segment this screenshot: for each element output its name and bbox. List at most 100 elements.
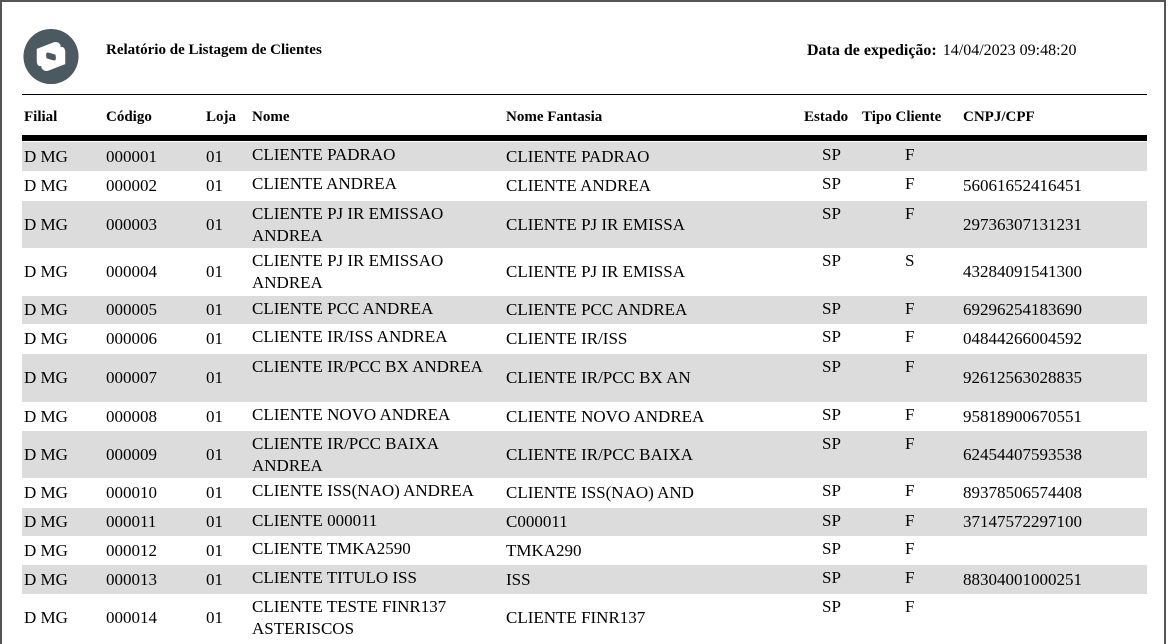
table-row: D MG 000011 01 CLIENTE 000011 C000011 SP F 3714… (22, 508, 1147, 536)
table-row: D MG 000002 01 CLIENTE ANDREA CLIENTE ANDREA… (22, 171, 1147, 201)
cell-estado: SP (822, 568, 841, 587)
cell-filial: D MG (24, 368, 68, 387)
table-row: D MG 000010 01 CLIENTE ISS(NAO) ANDREA CLIEN… (22, 478, 1147, 508)
issue-date-label: Data de expedição: (807, 42, 937, 59)
cell-filial: D MG (24, 540, 68, 560)
cell-nome: CLIENTE IR/ISS ANDREA (252, 327, 448, 346)
cell-filial: D MG (24, 214, 68, 234)
cell-codigo: 000009 (106, 444, 157, 464)
cell-tipo: F (905, 511, 915, 530)
cell-estado: SP (822, 204, 841, 223)
cell-loja: 01 (206, 483, 223, 502)
cell-codigo: 000014 (106, 608, 157, 627)
cell-filial: D MG (24, 329, 68, 348)
cell-loja: 01 (206, 608, 223, 627)
issue-date: Data de expedição: 14/04/2023 09:48:20 (807, 42, 1077, 60)
cell-loja: 01 (206, 540, 223, 560)
table-row: D MG 000013 01 CLIENTE TITULO ISS ISS SP F 8830… (22, 565, 1147, 594)
cell-nome: CLIENTE IR/PCC BX ANDREA (252, 357, 483, 376)
cell-nome: CLIENTE 000011 (252, 511, 378, 530)
cell-tipo: F (905, 204, 915, 223)
cell-loja: 01 (206, 146, 223, 166)
table-row: D MG 000003 01 CLIENTE PJ IR EMISSAO ANDREA… (22, 201, 1147, 248)
cell-codigo: 000007 (106, 368, 157, 387)
header-divider (22, 94, 1147, 95)
column-header-estado: Estado (804, 109, 849, 125)
cell-fantasia: CLIENTE IR/PCC BAIXA (506, 444, 693, 464)
cell-codigo: 000010 (106, 483, 157, 502)
cell-filial: D MG (24, 483, 68, 502)
cell-codigo: 000008 (106, 406, 157, 426)
cell-tipo: F (905, 405, 915, 424)
cell-cnpj: 37147572297100 (963, 512, 1082, 531)
cell-cnpj: 89378506574408 (963, 483, 1082, 502)
cell-filial: D MG (24, 176, 68, 195)
cell-nome: CLIENTE ISS(NAO) ANDREA (252, 481, 474, 500)
cell-tipo: F (905, 597, 915, 616)
cell-nome: CLIENTE PJ IR EMISSAO ANDREA (252, 204, 444, 245)
cell-fantasia: CLIENTE NOVO ANDREA (506, 406, 705, 426)
cell-nome: CLIENTE IR/PCC BAIXA ANDREA (252, 434, 439, 475)
cell-loja: 01 (206, 214, 223, 234)
cell-fantasia: TMKA290 (506, 540, 582, 560)
cell-codigo: 000011 (106, 512, 157, 531)
cell-estado: SP (822, 405, 841, 424)
cell-codigo: 000005 (106, 300, 157, 319)
table-row: D MG 000005 01 CLIENTE PCC ANDREA CLIENTE PC… (22, 296, 1147, 324)
cell-estado: SP (822, 299, 841, 318)
cell-tipo: F (905, 145, 915, 164)
cell-nome: CLIENTE PADRAO (252, 145, 396, 164)
column-header-cnpj-cpf: CNPJ/CPF (963, 109, 1035, 125)
cell-tipo: F (905, 357, 915, 376)
cell-loja: 01 (206, 368, 223, 387)
cell-cnpj: 04844266004592 (963, 329, 1082, 348)
cell-codigo: 000001 (106, 146, 157, 166)
table-row: D MG 000001 01 CLIENTE PADRAO CLIENTE PADRAO… (22, 142, 1147, 171)
cell-filial: D MG (24, 569, 68, 589)
cell-codigo: 000002 (106, 176, 157, 195)
cell-codigo: 000006 (106, 329, 157, 348)
cell-loja: 01 (206, 406, 223, 426)
column-header-loja: Loja (206, 109, 236, 125)
cell-fantasia: CLIENTE PCC ANDREA (506, 300, 688, 319)
cell-estado: SP (822, 597, 841, 616)
cell-nome: CLIENTE TITULO ISS (252, 568, 417, 587)
cell-tipo: F (905, 327, 915, 346)
cell-filial: D MG (24, 300, 68, 319)
cell-estado: SP (822, 481, 841, 500)
cell-nome: CLIENTE PCC ANDREA (252, 299, 434, 318)
cell-fantasia: CLIENTE IR/ISS (506, 329, 628, 348)
cell-estado: SP (822, 357, 841, 376)
cell-loja: 01 (206, 512, 223, 531)
column-header-divider (22, 135, 1147, 141)
table-row: D MG 000007 01 CLIENTE IR/PCC BX ANDREA CLIE… (22, 354, 1147, 402)
cell-filial: D MG (24, 146, 68, 166)
cell-tipo: F (905, 539, 915, 558)
cell-cnpj: 95818900670551 (963, 406, 1082, 426)
cell-cnpj: 92612563028835 (963, 368, 1082, 387)
cell-tipo: F (905, 568, 915, 587)
cell-filial: D MG (24, 608, 68, 627)
cell-loja: 01 (206, 262, 223, 281)
cell-nome: CLIENTE PJ IR EMISSAO ANDREA (252, 251, 444, 292)
cell-codigo: 000003 (106, 214, 157, 234)
table-row: D MG 000009 01 CLIENTE IR/PCC BAIXA ANDREA C… (22, 431, 1147, 478)
cell-estado: SP (822, 434, 841, 453)
cell-filial: D MG (24, 406, 68, 426)
cell-cnpj: 62454407593538 (963, 444, 1082, 464)
cell-codigo: 000004 (106, 262, 157, 281)
cell-cnpj: 88304001000251 (963, 569, 1082, 589)
cell-estado: SP (822, 145, 841, 164)
cell-fantasia: CLIENTE PJ IR EMISSA (506, 262, 685, 281)
column-header-filial: Filial (24, 109, 58, 125)
cell-filial: D MG (24, 262, 68, 281)
cell-tipo: F (905, 434, 915, 453)
cell-loja: 01 (206, 300, 223, 319)
column-header-nome: Nome (252, 109, 290, 125)
cell-fantasia: CLIENTE PJ IR EMISSA (506, 214, 685, 234)
column-header-tipo-cliente: Tipo Cliente (862, 109, 942, 125)
cell-tipo: F (905, 174, 915, 193)
cell-filial: D MG (24, 444, 68, 464)
cell-loja: 01 (206, 329, 223, 348)
cell-nome: CLIENTE NOVO ANDREA (252, 405, 451, 424)
